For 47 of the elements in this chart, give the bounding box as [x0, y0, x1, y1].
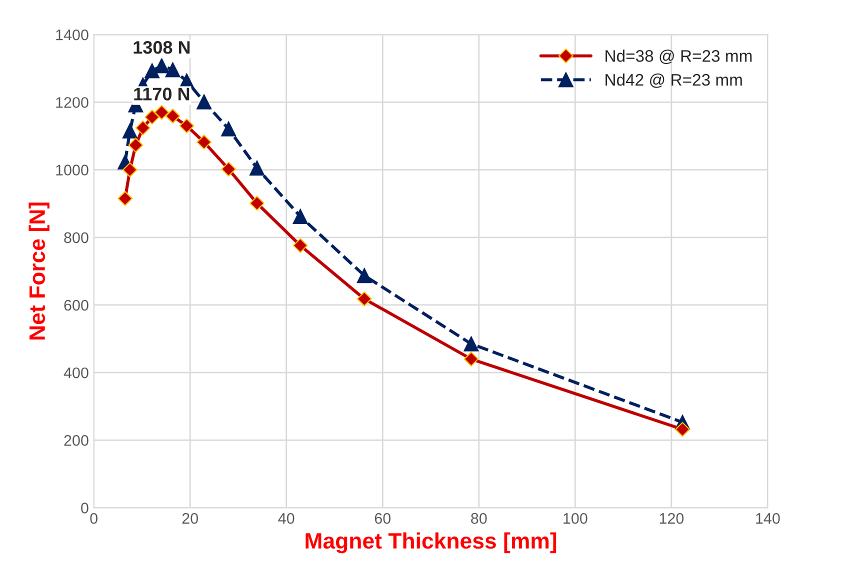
- y-tick-label: 1200: [56, 97, 88, 108]
- point: [356, 291, 372, 306]
- point: [292, 238, 308, 253]
- x-tick-label: 0: [90, 513, 98, 524]
- x-tick-label: 60: [374, 513, 391, 524]
- point: [179, 118, 194, 134]
- point: [165, 62, 180, 78]
- point: [221, 121, 236, 136]
- y-tick-label: 200: [64, 435, 88, 446]
- point: [154, 104, 170, 120]
- annotation: 1308 N: [134, 41, 190, 54]
- x-tick-label: 40: [278, 513, 294, 524]
- y-tick-label: 800: [64, 232, 88, 244]
- y-tick-label: 600: [64, 300, 88, 311]
- y-tick-label: 400: [64, 367, 88, 378]
- x-tick-label: 120: [660, 513, 684, 524]
- point: [221, 162, 236, 177]
- point: [118, 191, 133, 206]
- legend-label: Nd=38 @ R=23 mm: [606, 50, 752, 64]
- y-tick-label: 0: [81, 502, 88, 514]
- point: [292, 208, 308, 224]
- point: [196, 134, 212, 150]
- point: [128, 138, 144, 153]
- x-tick-label: 100: [564, 513, 588, 524]
- y-tick-label: 1400: [56, 29, 88, 40]
- x-tick-label: 140: [756, 513, 780, 524]
- y-tick-label: 1000: [56, 164, 88, 176]
- point: [464, 336, 479, 352]
- x-tick-label: 80: [471, 513, 487, 524]
- point: [196, 94, 212, 110]
- legend-label: Nd42 @ R=23 mm: [606, 73, 742, 88]
- point: [144, 63, 160, 78]
- point: [250, 160, 264, 176]
- annotation: 1170 N: [134, 88, 190, 100]
- point: [154, 58, 170, 74]
- point: [675, 422, 690, 437]
- point: [144, 110, 160, 125]
- x-tick-label: 20: [182, 513, 198, 524]
- y-axis-title: Net Force [N]: [28, 202, 50, 340]
- point: [250, 196, 264, 211]
- point: [122, 123, 138, 138]
- x-axis-title: Magnet Thickness [mm]: [306, 532, 556, 554]
- point: [122, 162, 138, 178]
- point: [356, 268, 372, 284]
- point: [464, 352, 479, 366]
- point: [165, 108, 180, 124]
- point: [135, 120, 150, 136]
